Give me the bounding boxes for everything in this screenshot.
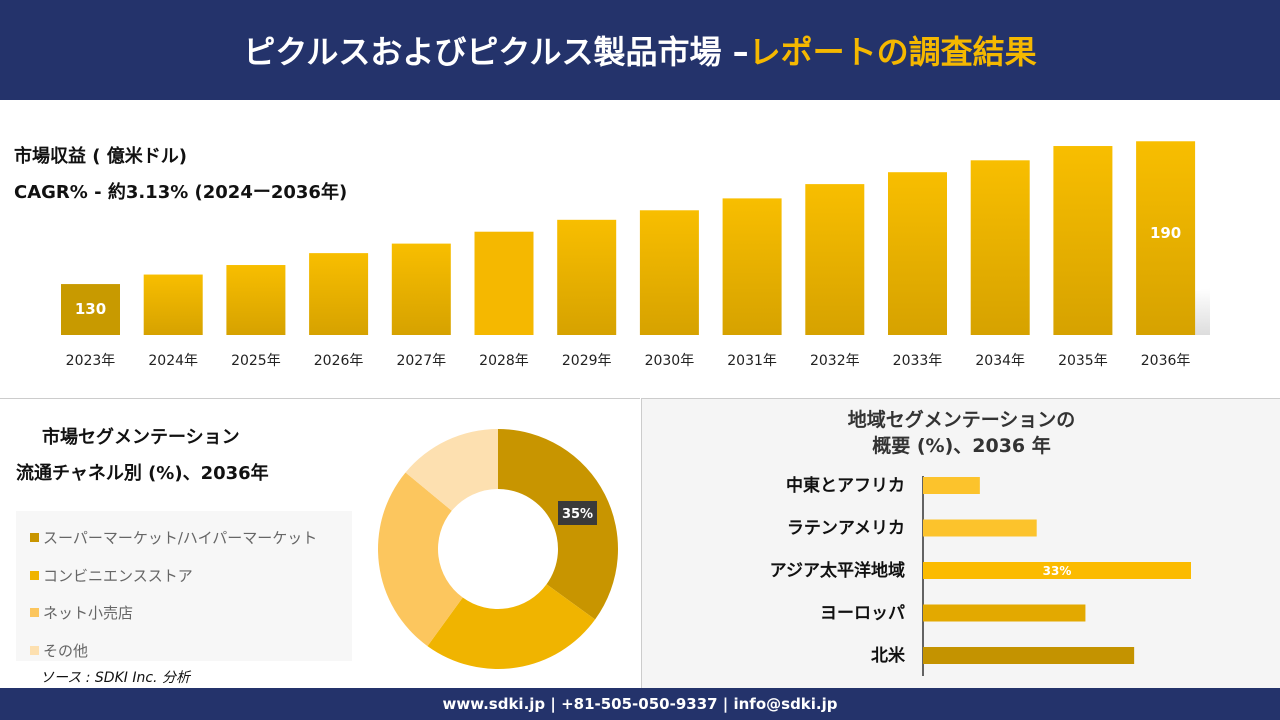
channel-title-2: 流通チャネル別 (%)、2036年 bbox=[16, 463, 269, 484]
bar-北米 bbox=[923, 647, 1135, 664]
donut-slice-1 bbox=[427, 584, 596, 669]
region-title-1: 地域セグメンテーションの bbox=[847, 409, 1076, 431]
donut-legend: スーパーマーケット/ハイパーマーケット コンビニエンスストア ネット小売店 その他 bbox=[16, 511, 352, 661]
data-label: 35% bbox=[562, 507, 593, 522]
bar-2034年 bbox=[970, 160, 1030, 335]
bar-2035年 bbox=[1053, 146, 1113, 335]
category-label: ラテンアメリカ bbox=[787, 519, 905, 539]
x-tick-label: 2029年 bbox=[562, 353, 612, 369]
channel-donut-chart: 35% bbox=[378, 429, 618, 669]
category-label: ヨーロッパ bbox=[820, 604, 905, 624]
legend-item: コンビニエンスストア bbox=[16, 557, 352, 595]
x-tick-label: 2023年 bbox=[66, 353, 116, 369]
legend-item: スーパーマーケット/ハイパーマーケット bbox=[16, 519, 352, 557]
bar-2023年 bbox=[61, 284, 120, 335]
bar-ヨーロッパ bbox=[923, 604, 1086, 622]
x-tick-label: 2035年 bbox=[1058, 353, 1108, 369]
donut-slice-2 bbox=[378, 472, 463, 647]
legend-label: ネット小売店 bbox=[43, 604, 134, 623]
data-label: 130 bbox=[75, 300, 106, 318]
x-tick-label: 2034年 bbox=[975, 353, 1025, 369]
bar-中東とアフリカ bbox=[923, 477, 980, 494]
revenue-bar-chart: 2023年 130 2024年 2025年 2026年 2027年 2028年 2029年 20… bbox=[61, 141, 1210, 369]
x-tick-label: 2032年 bbox=[810, 353, 860, 369]
category-label: 中東とアフリカ bbox=[786, 475, 905, 496]
data-label-box bbox=[558, 501, 597, 525]
channel-title-1: 市場セグメンテーション bbox=[42, 427, 240, 448]
category-label: 北米 bbox=[871, 645, 906, 666]
region-segment-panel: 地域セグメンテーションの 概要 (%)、2036 年 中東とアフリカ ラテンアメリ… bbox=[641, 398, 1280, 688]
legend-label: スーパーマーケット/ハイパーマーケット bbox=[43, 529, 318, 548]
bar-2031年 bbox=[722, 198, 782, 335]
legend-swatch bbox=[30, 533, 39, 543]
legend-swatch bbox=[30, 645, 39, 655]
footer: www.sdki.jp | +81-505-050-9337 | info@sd… bbox=[0, 688, 1280, 720]
bar-2036年 bbox=[1136, 141, 1196, 335]
title: ピクルスおよびピクルス製品市場 – bbox=[243, 33, 749, 71]
legend-item: ネット小売店 bbox=[16, 594, 352, 632]
header-banner: ピクルスおよびピクルス製品市場 – レポートの調査結果 bbox=[0, 0, 1280, 100]
x-tick-label: 2024年 bbox=[148, 353, 198, 369]
x-tick-label: 2025年 bbox=[231, 353, 281, 369]
data-label: 33% bbox=[1043, 564, 1072, 578]
region-title-2: 概要 (%)、2036 年 bbox=[872, 435, 1051, 457]
revenue-chart-panel: 市場収益 ( 億米ドル) CAGR% - 約3.13% (2024ー2036年)… bbox=[0, 100, 1280, 397]
legend-swatch bbox=[30, 570, 39, 580]
x-tick-label: 2030年 bbox=[645, 353, 695, 369]
bar-2028年 bbox=[474, 231, 534, 335]
x-tick-label: 2036年 bbox=[1141, 353, 1191, 369]
legend-label: その他 bbox=[43, 641, 89, 660]
bar-アジア太平洋地域 bbox=[923, 562, 1191, 579]
cagr-label: CAGR% - 約3.13% (2024ー2036年) bbox=[14, 182, 348, 203]
source-note: ソース : SDKI Inc. 分析 bbox=[40, 670, 190, 686]
donut-slice-3 bbox=[405, 429, 498, 511]
x-tick-label: 2033年 bbox=[893, 353, 943, 369]
contact-info: www.sdki.jp | +81-505-050-9337 | info@sd… bbox=[442, 695, 838, 713]
revenue-label: 市場収益 ( 億米ドル) bbox=[14, 146, 187, 167]
x-tick-label: 2027年 bbox=[396, 353, 446, 369]
bar-2030年 bbox=[639, 210, 699, 335]
title-accent: レポートの調査結果 bbox=[748, 33, 1037, 71]
category-label: アジア太平洋地域 bbox=[770, 560, 905, 581]
data-label: 190 bbox=[1150, 224, 1181, 242]
legend-item: その他 bbox=[16, 632, 352, 670]
bar-2032年 bbox=[805, 184, 865, 335]
x-tick-label: 2026年 bbox=[314, 353, 364, 369]
bar-2026年 bbox=[309, 253, 369, 335]
bar-ラテンアメリカ bbox=[923, 519, 1037, 537]
x-tick-label: 2031年 bbox=[727, 353, 777, 369]
legend-swatch bbox=[30, 608, 39, 618]
bar-2027年 bbox=[391, 243, 451, 335]
x-tick-label: 2028年 bbox=[479, 353, 529, 369]
bar-2025年 bbox=[226, 265, 286, 335]
bar-2029年 bbox=[557, 219, 617, 335]
bar-2033年 bbox=[888, 172, 947, 335]
channel-segment-panel: 市場セグメンテーション 流通チャネル別 (%)、2036年 スーパーマーケット/… bbox=[0, 398, 640, 688]
legend-label: コンビニエンスストア bbox=[43, 566, 193, 585]
bar-2024年 bbox=[143, 274, 203, 335]
